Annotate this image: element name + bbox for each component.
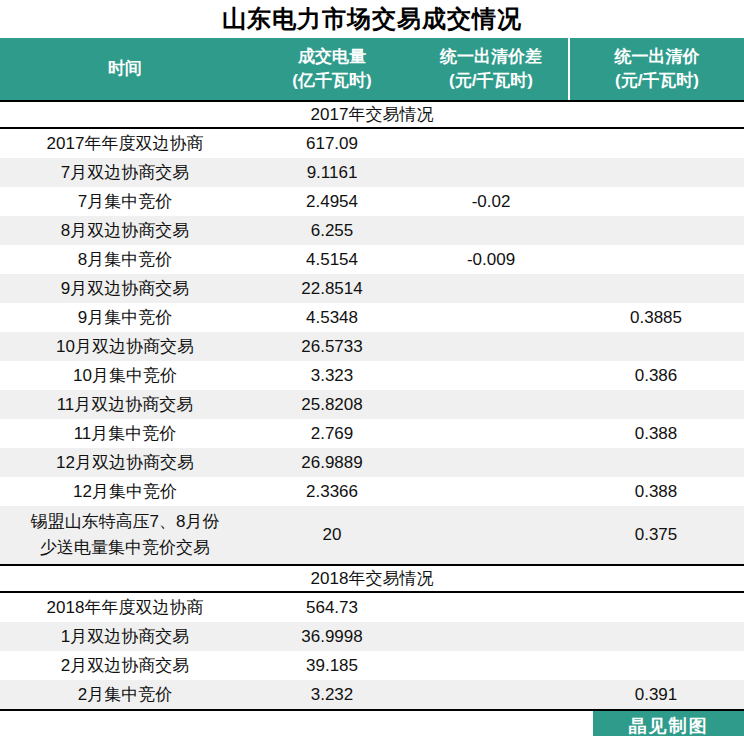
- column-label: 统一出清价: [615, 45, 700, 69]
- cell-time: 2月集中竞价: [0, 682, 250, 708]
- cell-volume: 2.3366: [250, 482, 414, 502]
- table-row: 9月集中竞价4.5348 0.3885: [0, 303, 744, 332]
- cell-time: 2017年年度双边协商: [0, 131, 250, 157]
- table-row: 2月双边协商交易39.185: [0, 651, 744, 680]
- cell-volume: 6.255: [250, 221, 414, 241]
- column-header-time: 时间: [0, 38, 250, 100]
- cell-volume: 3.232: [250, 685, 414, 705]
- cell-volume: 2.4954: [250, 192, 414, 212]
- cell-volume: 22.8514: [250, 279, 414, 299]
- cell-time: 7月集中竞价: [0, 189, 250, 215]
- cell-volume: 39.185: [250, 656, 414, 676]
- table-row: 2月集中竞价3.232 0.391: [0, 680, 744, 709]
- cell-volume: 25.8208: [250, 395, 414, 415]
- cell-volume: 20: [250, 525, 414, 545]
- table-row: 8月集中竞价4.5154-0.009: [0, 245, 744, 274]
- cell-time: 10月集中竞价: [0, 363, 250, 389]
- cell-volume: 9.1161: [250, 163, 414, 183]
- table-row: 1月双边协商交易36.9998: [0, 622, 744, 651]
- table-row: 10月集中竞价3.323 0.386: [0, 361, 744, 390]
- table-row: 2017年年度双边协商617.09: [0, 129, 744, 158]
- cell-price-diff: -0.02: [414, 192, 568, 212]
- cell-price: 0.3885: [568, 308, 744, 328]
- table-row: 锡盟山东特高压7、8月份 少送电量集中竞价交易20 0.375: [0, 506, 744, 564]
- cell-volume: 2.769: [250, 424, 414, 444]
- table-row: 8月双边协商交易6.255: [0, 216, 744, 245]
- table-row: 10月双边协商交易26.5733: [0, 332, 744, 361]
- table-row: 11月双边协商交易25.8208: [0, 390, 744, 419]
- table-footer: 晶见制图: [0, 709, 744, 736]
- section-header: 2017年交易情况: [0, 100, 744, 129]
- cell-time: 12月集中竞价: [0, 479, 250, 505]
- cell-time: 1月双边协商交易: [0, 624, 250, 650]
- table-row: 7月双边协商交易9.1161: [0, 158, 744, 187]
- column-header-volume: 成交电量 (亿千瓦时): [250, 38, 414, 100]
- cell-volume: 26.5733: [250, 337, 414, 357]
- cell-volume: 26.9889: [250, 453, 414, 473]
- cell-volume: 36.9998: [250, 627, 414, 647]
- cell-time: 2月双边协商交易: [0, 653, 250, 679]
- table-row: 12月集中竞价2.3366 0.388: [0, 477, 744, 506]
- cell-price: 0.388: [568, 424, 744, 444]
- column-label: 时间: [108, 57, 142, 81]
- column-unit: (元/千瓦时): [449, 69, 533, 93]
- cell-time: 8月集中竞价: [0, 247, 250, 273]
- cell-time: 2018年年度双边协商: [0, 595, 250, 621]
- cell-volume: 4.5348: [250, 308, 414, 328]
- cell-time: 9月集中竞价: [0, 305, 250, 331]
- cell-volume: 617.09: [250, 134, 414, 154]
- column-header-price-diff: 统一出清价差 (元/千瓦时): [414, 38, 568, 100]
- table-row: 11月集中竞价2.769 0.388: [0, 419, 744, 448]
- cell-price: 0.375: [568, 525, 744, 545]
- column-label: 统一出清价差: [440, 45, 542, 69]
- cell-time: 12月双边协商交易: [0, 450, 250, 476]
- cell-time: 7月双边协商交易: [0, 160, 250, 186]
- table-body: 2017年交易情况2017年年度双边协商617.097月双边协商交易9.1161…: [0, 100, 744, 709]
- cell-time: 锡盟山东特高压7、8月份 少送电量集中竞价交易: [0, 509, 250, 561]
- cell-time: 10月双边协商交易: [0, 334, 250, 360]
- cell-price: 0.388: [568, 482, 744, 502]
- table-row: 9月双边协商交易22.8514: [0, 274, 744, 303]
- cell-price: 0.386: [568, 366, 744, 386]
- infographic-table: 山东电力市场交易成交情况 时间 成交电量 (亿千瓦时) 统一出清价差 (元/千瓦…: [0, 0, 744, 736]
- page-title: 山东电力市场交易成交情况: [0, 0, 744, 38]
- table-row: 12月双边协商交易26.9889: [0, 448, 744, 477]
- table-row: 7月集中竞价2.4954-0.02: [0, 187, 744, 216]
- section-header: 2018年交易情况: [0, 564, 744, 593]
- cell-time: 11月双边协商交易: [0, 392, 250, 418]
- cell-time: 11月集中竞价: [0, 421, 250, 447]
- credit-badge: 晶见制图: [593, 711, 744, 736]
- column-unit: (元/千瓦时): [615, 69, 699, 93]
- cell-price-diff: -0.009: [414, 250, 568, 270]
- table-header: 时间 成交电量 (亿千瓦时) 统一出清价差 (元/千瓦时) 统一出清价 (元/千…: [0, 38, 744, 100]
- table-row: 2018年年度双边协商564.73: [0, 593, 744, 622]
- cell-volume: 3.323: [250, 366, 414, 386]
- cell-volume: 564.73: [250, 598, 414, 618]
- column-label: 成交电量: [298, 45, 366, 69]
- column-unit: (亿千瓦时): [292, 69, 371, 93]
- cell-price: 0.391: [568, 685, 744, 705]
- column-header-price: 统一出清价 (元/千瓦时): [568, 38, 744, 100]
- cell-volume: 4.5154: [250, 250, 414, 270]
- cell-time: 9月双边协商交易: [0, 276, 250, 302]
- cell-time: 8月双边协商交易: [0, 218, 250, 244]
